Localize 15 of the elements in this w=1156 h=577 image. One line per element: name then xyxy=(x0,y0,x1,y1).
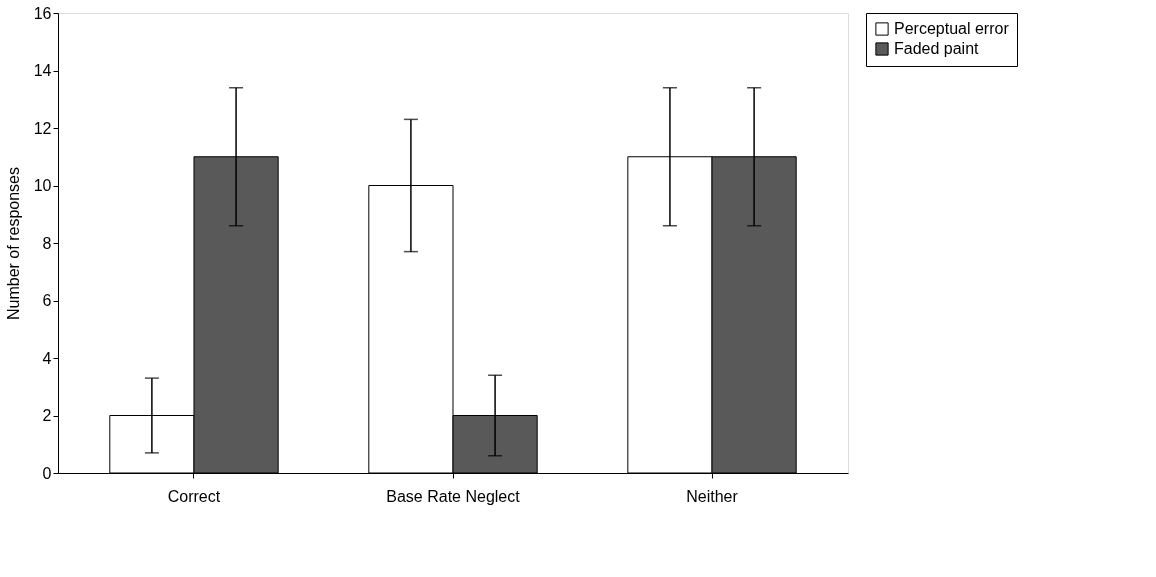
x-tick-label: Base Rate Neglect xyxy=(386,487,521,505)
y-tick-label: 6 xyxy=(42,292,52,309)
y-tick-label: 10 xyxy=(33,177,52,194)
x-tick-label: Correct xyxy=(167,487,221,505)
y-tick-label: 16 xyxy=(33,4,52,22)
y-tick-label: 4 xyxy=(42,349,52,367)
legend-label: Faded paint xyxy=(894,40,980,57)
y-tick-label: 8 xyxy=(42,234,52,252)
legend-label: Perceptual error xyxy=(894,20,1010,37)
x-tick-label: Neither xyxy=(686,487,739,505)
y-tick-label: 12 xyxy=(33,119,52,137)
y-axis-title: Number of responses xyxy=(4,167,22,320)
y-tick-label: 2 xyxy=(42,407,52,424)
y-tick-label: 14 xyxy=(33,62,52,79)
y-tick-label: 0 xyxy=(42,464,52,482)
